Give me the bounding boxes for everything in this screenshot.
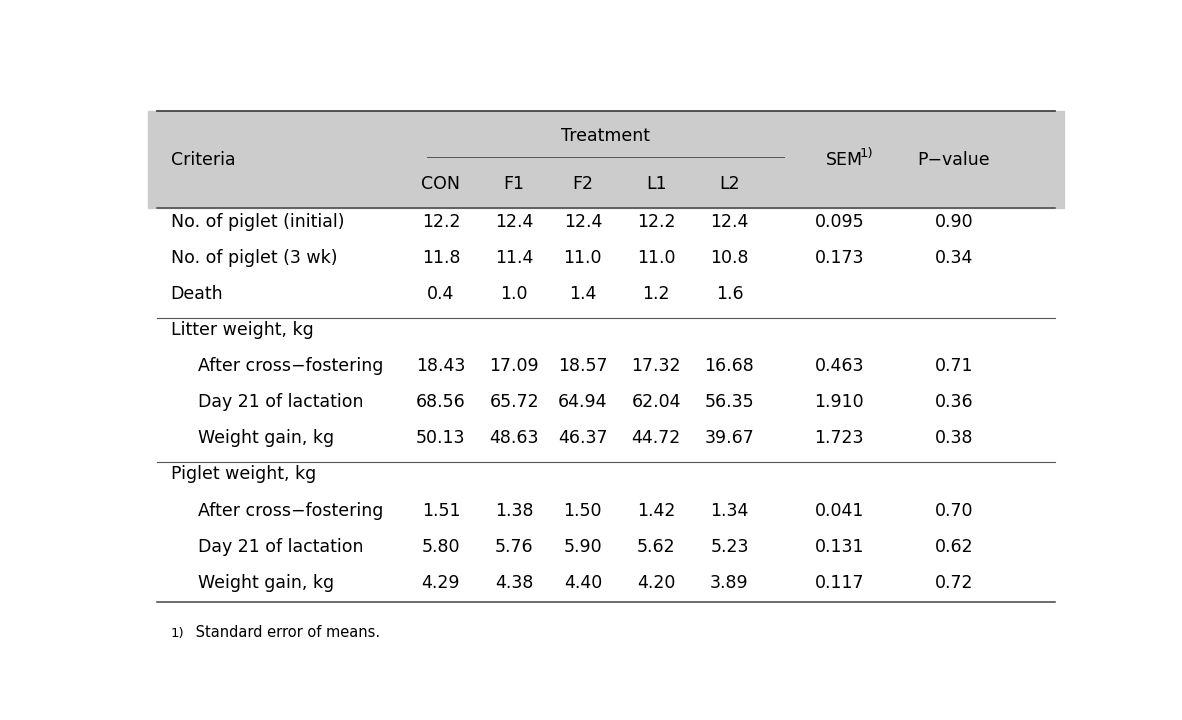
Text: 1.4: 1.4 — [570, 285, 597, 303]
Text: 62.04: 62.04 — [631, 393, 681, 411]
Text: 17.32: 17.32 — [631, 357, 681, 375]
Text: 18.43: 18.43 — [416, 357, 466, 375]
Text: No. of piglet (initial): No. of piglet (initial) — [170, 213, 344, 231]
Text: 48.63: 48.63 — [489, 429, 539, 447]
Text: 12.4: 12.4 — [495, 213, 533, 231]
Text: 0.4: 0.4 — [427, 285, 455, 303]
Text: 46.37: 46.37 — [558, 429, 608, 447]
Text: 12.2: 12.2 — [637, 213, 675, 231]
Text: After cross−fostering: After cross−fostering — [199, 357, 383, 375]
Text: Day 21 of lactation: Day 21 of lactation — [199, 538, 364, 556]
Text: 5.23: 5.23 — [710, 538, 748, 556]
Text: 11.0: 11.0 — [564, 249, 602, 267]
Text: 1.34: 1.34 — [710, 502, 748, 520]
Text: 1.910: 1.910 — [814, 393, 864, 411]
Text: 12.2: 12.2 — [422, 213, 460, 231]
Text: Day 21 of lactation: Day 21 of lactation — [199, 393, 364, 411]
Text: 50.13: 50.13 — [416, 429, 466, 447]
Text: 1.6: 1.6 — [715, 285, 743, 303]
Text: 16.68: 16.68 — [704, 357, 754, 375]
Text: 1.42: 1.42 — [637, 502, 675, 520]
Text: CON: CON — [422, 175, 460, 193]
Text: Standard error of means.: Standard error of means. — [190, 624, 379, 639]
Text: Weight gain, kg: Weight gain, kg — [199, 429, 335, 447]
Text: Weight gain, kg: Weight gain, kg — [199, 574, 335, 592]
Text: 65.72: 65.72 — [489, 393, 539, 411]
Text: 12.4: 12.4 — [564, 213, 602, 231]
Text: 56.35: 56.35 — [704, 393, 754, 411]
Text: 0.173: 0.173 — [814, 249, 864, 267]
Text: 12.4: 12.4 — [710, 213, 748, 231]
Text: 11.4: 11.4 — [495, 249, 533, 267]
Text: 44.72: 44.72 — [631, 429, 681, 447]
Text: P−value: P−value — [917, 151, 991, 169]
Text: 1.723: 1.723 — [814, 429, 864, 447]
Text: 64.94: 64.94 — [558, 393, 608, 411]
Text: F2: F2 — [572, 175, 593, 193]
Text: 1.2: 1.2 — [642, 285, 670, 303]
Text: Piglet weight, kg: Piglet weight, kg — [170, 465, 316, 484]
Text: 0.70: 0.70 — [935, 502, 973, 520]
Text: 0.62: 0.62 — [935, 538, 973, 556]
Text: 0.36: 0.36 — [935, 393, 973, 411]
Text: 1.51: 1.51 — [422, 502, 460, 520]
Text: 0.72: 0.72 — [935, 574, 973, 592]
Text: 0.463: 0.463 — [814, 357, 864, 375]
Text: 0.095: 0.095 — [814, 213, 864, 231]
Text: 5.62: 5.62 — [637, 538, 675, 556]
Text: No. of piglet (3 wk): No. of piglet (3 wk) — [170, 249, 337, 267]
Text: 18.57: 18.57 — [558, 357, 608, 375]
Text: 0.041: 0.041 — [814, 502, 864, 520]
Text: Death: Death — [170, 285, 223, 303]
Text: 39.67: 39.67 — [704, 429, 754, 447]
Text: 0.131: 0.131 — [814, 538, 864, 556]
Text: 11.8: 11.8 — [422, 249, 460, 267]
Text: 1.38: 1.38 — [495, 502, 533, 520]
Text: 0.71: 0.71 — [935, 357, 973, 375]
Text: 1.50: 1.50 — [564, 502, 602, 520]
Text: 4.29: 4.29 — [422, 574, 460, 592]
Text: 17.09: 17.09 — [489, 357, 539, 375]
Text: 3.89: 3.89 — [710, 574, 748, 592]
Text: 1): 1) — [170, 627, 184, 640]
Text: SEM: SEM — [825, 151, 863, 169]
Text: Litter weight, kg: Litter weight, kg — [170, 321, 313, 339]
Text: 1): 1) — [859, 147, 873, 160]
Text: 5.90: 5.90 — [564, 538, 602, 556]
Text: 0.117: 0.117 — [814, 574, 864, 592]
Text: Criteria: Criteria — [170, 151, 235, 169]
Text: L1: L1 — [645, 175, 667, 193]
Text: 11.0: 11.0 — [637, 249, 675, 267]
Text: 0.38: 0.38 — [935, 429, 973, 447]
Text: 5.76: 5.76 — [495, 538, 533, 556]
Text: Treatment: Treatment — [561, 127, 650, 145]
Text: 4.38: 4.38 — [495, 574, 533, 592]
Bar — [148, 112, 1064, 208]
Text: F1: F1 — [504, 175, 525, 193]
Text: 4.20: 4.20 — [637, 574, 675, 592]
Text: 0.34: 0.34 — [935, 249, 973, 267]
Text: 0.90: 0.90 — [935, 213, 973, 231]
Text: 4.40: 4.40 — [564, 574, 602, 592]
Text: 5.80: 5.80 — [422, 538, 460, 556]
Text: L2: L2 — [719, 175, 740, 193]
Text: 1.0: 1.0 — [500, 285, 528, 303]
Text: After cross−fostering: After cross−fostering — [199, 502, 383, 520]
Text: 10.8: 10.8 — [710, 249, 748, 267]
Text: 68.56: 68.56 — [416, 393, 466, 411]
